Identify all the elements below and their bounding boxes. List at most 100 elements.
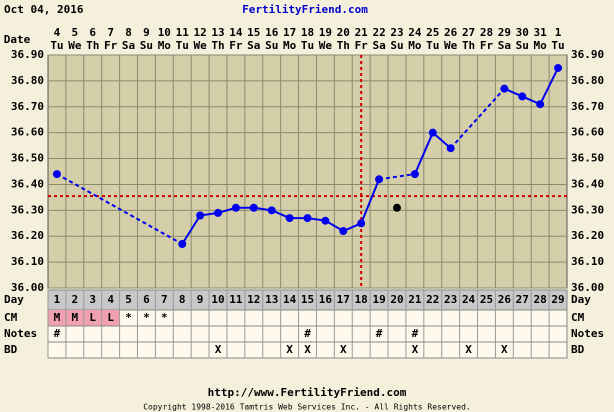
temp-line — [539, 67, 559, 105]
y-tick-label: 36.50 — [11, 152, 44, 165]
temp-point — [196, 211, 205, 220]
weekday-label: Th — [86, 39, 99, 52]
temp-line — [449, 87, 506, 149]
cm-highlight — [48, 310, 66, 326]
row-cell: X — [465, 343, 472, 356]
temp-point — [249, 203, 258, 212]
row-cell: 5 — [125, 293, 132, 306]
row-cell: 6 — [143, 293, 150, 306]
y-tick-label: 36.60 — [571, 126, 604, 139]
row-label: Day — [4, 293, 24, 306]
temp-point — [339, 227, 348, 236]
x-tick-label: 31 — [534, 26, 548, 39]
x-tick-label: 22 — [372, 26, 385, 39]
y-tick-label: 36.00 — [571, 281, 604, 294]
x-tick-label: 11 — [176, 26, 190, 39]
x-tick-label: 17 — [283, 26, 296, 39]
copyright: Copyright 1998-2016 Tamtris Web Services… — [143, 403, 471, 412]
row-cell: 29 — [551, 293, 564, 306]
x-tick-label: 10 — [158, 26, 171, 39]
row-cell: 22 — [426, 293, 439, 306]
row-cell: 1 — [54, 293, 61, 306]
row-cell: 9 — [197, 293, 204, 306]
plot-area — [47, 54, 568, 289]
row-cell: 3 — [89, 293, 96, 306]
weekday-label: Tu — [50, 39, 63, 52]
y-tick-label: 36.70 — [11, 100, 44, 113]
row-cell: 27 — [516, 293, 529, 306]
excluded-point — [392, 203, 401, 212]
temp-point — [321, 216, 330, 225]
row-cell: X — [412, 343, 419, 356]
row-label: Day — [571, 293, 591, 306]
weekday-label: Su — [516, 39, 529, 52]
x-tick-label: 14 — [229, 26, 243, 39]
row-cell: X — [215, 343, 222, 356]
weekday-label: Tu — [176, 39, 189, 52]
temp-point — [518, 92, 527, 101]
row-label: Notes — [4, 327, 37, 340]
row-label: CM — [571, 311, 585, 324]
temp-point — [231, 203, 240, 212]
row-cell: 24 — [462, 293, 476, 306]
chart-date: Oct 04, 2016 — [4, 3, 84, 16]
x-tick-label: 21 — [355, 26, 369, 39]
temp-line — [360, 178, 381, 224]
y-tick-label: 36.10 — [11, 255, 44, 268]
x-tick-label: 26 — [444, 26, 458, 39]
row-cell: 20 — [390, 293, 403, 306]
row-label: CM — [4, 311, 18, 324]
chart-title[interactable]: FertilityFriend.com — [242, 3, 368, 16]
row-cell: 4 — [107, 293, 114, 306]
row-cell: 7 — [161, 293, 168, 306]
row-cell: 26 — [498, 293, 512, 306]
row-cell: 16 — [319, 293, 333, 306]
weekday-label: Su — [265, 39, 278, 52]
x-tick-label: 23 — [390, 26, 403, 39]
y-tick-label: 36.60 — [11, 126, 44, 139]
temp-point — [428, 128, 437, 137]
weekday-label: Th — [211, 39, 224, 52]
x-tick-label: 8 — [125, 26, 132, 39]
y-tick-label: 36.90 — [11, 48, 44, 61]
y-tick-label: 36.20 — [11, 229, 44, 242]
temp-line — [378, 173, 416, 181]
y-tick-label: 36.70 — [571, 100, 604, 113]
weekday-label: Fr — [229, 39, 243, 52]
weekday-label: Mo — [283, 39, 297, 52]
y-tick-label: 36.40 — [571, 177, 604, 190]
weekday-label: Mo — [158, 39, 172, 52]
weekday-label: Sa — [498, 39, 511, 52]
weekday-label: We — [444, 39, 458, 52]
x-tick-label: 27 — [462, 26, 475, 39]
weekday-label: Sa — [122, 39, 135, 52]
row-cell: 14 — [283, 293, 297, 306]
weekday-label: Tu — [426, 39, 439, 52]
footer-url[interactable]: http://www.FertilityFriend.com — [208, 386, 407, 399]
weekday-label: We — [193, 39, 207, 52]
weekday-label: Mo — [534, 39, 548, 52]
temp-point — [214, 208, 223, 217]
x-tick-label: 29 — [498, 26, 511, 39]
temp-point — [303, 214, 312, 223]
weekday-label: Su — [390, 39, 403, 52]
row-label: BD — [4, 343, 18, 356]
y-tick-label: 36.10 — [571, 255, 604, 268]
weekday-label: Th — [337, 39, 350, 52]
row-cell: 28 — [534, 293, 547, 306]
y-tick-label: 36.40 — [11, 177, 44, 190]
temp-point — [357, 219, 366, 228]
row-cell: 17 — [337, 293, 350, 306]
cm-highlight — [101, 310, 120, 326]
weekday-label: Fr — [355, 39, 369, 52]
row-cell: 13 — [265, 293, 278, 306]
temp-point — [536, 100, 545, 109]
temp-line — [56, 173, 183, 245]
row-cell: * — [161, 311, 168, 324]
y-tick-label: 36.80 — [11, 74, 44, 87]
row-cell: L — [107, 311, 114, 324]
cm-highlight — [83, 310, 102, 326]
x-tick-label: 12 — [193, 26, 206, 39]
x-tick-label: 7 — [107, 26, 114, 39]
